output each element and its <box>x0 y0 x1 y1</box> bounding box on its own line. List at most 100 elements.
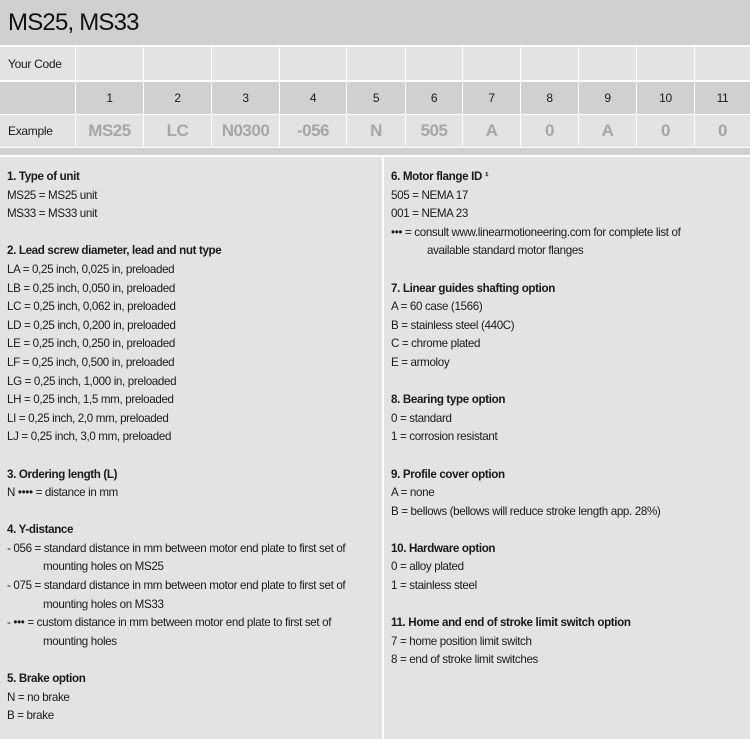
example-cell-3: N0300 <box>212 115 279 147</box>
option-item: LI = 0,25 inch, 2,0 mm, preloaded <box>7 411 169 425</box>
your-code-cell-10[interactable] <box>637 47 694 80</box>
option-item: - ••• = custom distance in mm between mo… <box>7 616 332 630</box>
your-code-cell-1[interactable] <box>76 47 143 80</box>
separator-bar <box>0 148 750 155</box>
position-cell-7: 7 <box>463 82 520 114</box>
section-title: 9. Profile cover option <box>391 467 505 481</box>
option-section: 11. Home and end of stroke limit switch … <box>391 614 750 670</box>
your-code-cell-9[interactable] <box>579 47 636 80</box>
section-title: 3. Ordering length (L) <box>7 467 118 481</box>
option-item: 001 = NEMA 23 <box>391 207 468 221</box>
position-cell-2: 2 <box>144 82 211 114</box>
section-title: 4. Y-distance <box>7 523 74 537</box>
option-section: 8. Bearing type option 0 = standard 1 = co… <box>391 391 750 447</box>
example-cell-6: 505 <box>406 115 462 147</box>
your-code-label: Your Code <box>0 47 75 80</box>
option-item: B = stainless steel (440C) <box>391 318 515 332</box>
option-section: 1. Type of unit MS25 = MS25 unit MS33 = MS… <box>7 168 382 224</box>
your-code-cell-5[interactable] <box>347 47 405 80</box>
option-item: 0 = standard <box>391 411 452 425</box>
example-cell-10: 0 <box>637 115 694 147</box>
option-section: 9. Profile cover option A = none B = bello… <box>391 466 750 522</box>
position-cell-3: 3 <box>212 82 279 114</box>
option-item: LJ = 0,25 inch, 3,0 mm, preloaded <box>7 430 172 444</box>
option-item: 7 = home position limit switch <box>391 634 532 648</box>
section-title: 11. Home and end of stroke limit switch … <box>391 616 631 630</box>
option-item: N •••• = distance in mm <box>7 486 118 500</box>
option-item: C = chrome plated <box>391 337 481 351</box>
example-cell-11: 0 <box>695 115 750 147</box>
section-title: 5. Brake option <box>7 672 86 686</box>
option-item: 0 = alloy plated <box>391 560 464 574</box>
position-label <box>0 82 75 114</box>
option-item: LF = 0,25 inch, 0,500 in, preloaded <box>7 355 175 369</box>
option-section: 10. Hardware option 0 = alloy plated 1 = s… <box>391 540 750 596</box>
position-cell-5: 5 <box>347 82 405 114</box>
option-item: LH = 0,25 inch, 1,5 mm, preloaded <box>7 393 174 407</box>
section-title: 10. Hardware option <box>391 541 496 555</box>
option-item: E = armoloy <box>391 355 450 369</box>
option-item: LA = 0,25 inch, 0,025 in, preloaded <box>7 262 175 276</box>
option-item: MS25 = MS25 unit <box>7 188 98 202</box>
your-code-cell-2[interactable] <box>144 47 211 80</box>
option-item: 1 = stainless steel <box>391 579 477 593</box>
option-item: A = 60 case (1566) <box>391 300 483 314</box>
page-header: MS25, MS33 <box>0 0 750 45</box>
example-cell-9: A <box>579 115 636 147</box>
option-item: ••• = consult www.linearmotioneering.com… <box>391 225 681 239</box>
example-cell-1: MS25 <box>76 115 143 147</box>
your-code-cell-7[interactable] <box>463 47 520 80</box>
section-title: 6. Motor flange ID ¹ <box>391 170 489 183</box>
example-cell-4: -056 <box>280 115 346 147</box>
option-item: 505 = NEMA 17 <box>391 188 468 202</box>
option-item: LC = 0,25 inch, 0,062 in, preloaded <box>7 300 176 314</box>
option-section: 3. Ordering length (L) N •••• = distance … <box>7 466 382 503</box>
option-item-continuation: mounting holes <box>43 634 117 648</box>
option-item-continuation: available standard motor flanges <box>427 244 584 258</box>
your-code-cell-4[interactable] <box>280 47 346 80</box>
option-item: LD = 0,25 inch, 0,200 in, preloaded <box>7 318 176 332</box>
option-section: 5. Brake option N = no brake B = brake <box>7 670 382 726</box>
option-item: LB = 0,25 inch, 0,050 in, preloaded <box>7 281 175 295</box>
option-item-continuation: mounting holes on MS25 <box>43 560 164 574</box>
option-section: 4. Y-distance - 056 = standard distance i… <box>7 521 382 651</box>
example-cell-7: A <box>463 115 520 147</box>
page-title: MS25, MS33 <box>8 9 140 36</box>
your-code-cell-6[interactable] <box>406 47 462 80</box>
position-cell-8: 8 <box>521 82 578 114</box>
example-row: Example MS25 LC N0300 -056 N 505 A 0 A 0 0 <box>0 115 750 147</box>
your-code-cell-8[interactable] <box>521 47 578 80</box>
option-item: A = none <box>391 486 435 500</box>
your-code-cell-11[interactable] <box>695 47 750 80</box>
right-options-panel: 6. Motor flange ID ¹ 505 = NEMA 17 001 = N… <box>384 157 750 739</box>
option-item: N = no brake <box>7 690 70 704</box>
option-item: - 075 = standard distance in mm between … <box>7 579 346 593</box>
option-item: LG = 0,25 inch, 1,000 in, preloaded <box>7 374 177 388</box>
position-cell-1: 1 <box>76 82 143 114</box>
option-section: 6. Motor flange ID ¹ 505 = NEMA 17 001 = N… <box>391 168 750 261</box>
example-label: Example <box>0 115 75 147</box>
position-cell-10: 10 <box>637 82 694 114</box>
left-options-panel: 1. Type of unit MS25 = MS25 unit MS33 = MS… <box>0 157 382 739</box>
option-item: 1 = corrosion resistant <box>391 430 498 444</box>
section-title: 8. Bearing type option <box>391 393 506 407</box>
option-item: LE = 0,25 inch, 0,250 in, preloaded <box>7 337 175 351</box>
option-section: 2. Lead screw diameter, lead and nut typ… <box>7 242 382 447</box>
example-cell-5: N <box>347 115 405 147</box>
position-cell-11: 11 <box>695 82 750 114</box>
section-title: 7. Linear guides shafting option <box>391 281 556 295</box>
your-code-cell-3[interactable] <box>212 47 279 80</box>
example-cell-8: 0 <box>521 115 578 147</box>
section-title: 2. Lead screw diameter, lead and nut typ… <box>7 244 222 258</box>
your-code-row: Your Code <box>0 47 750 80</box>
option-item: B = bellows (bellows will reduce stroke … <box>391 504 661 518</box>
position-cell-9: 9 <box>579 82 636 114</box>
option-item: 8 = end of stroke limit switches <box>391 653 538 667</box>
option-section: 7. Linear guides shafting option A = 60 c… <box>391 280 750 373</box>
position-cell-6: 6 <box>406 82 462 114</box>
option-item: B = brake <box>7 709 54 723</box>
option-item-continuation: mounting holes on MS33 <box>43 597 164 611</box>
option-item: - 056 = standard distance in mm between … <box>7 541 346 555</box>
section-title: 1. Type of unit <box>7 170 80 183</box>
position-number-row: 1 2 3 4 5 6 7 8 9 10 11 <box>0 82 750 114</box>
